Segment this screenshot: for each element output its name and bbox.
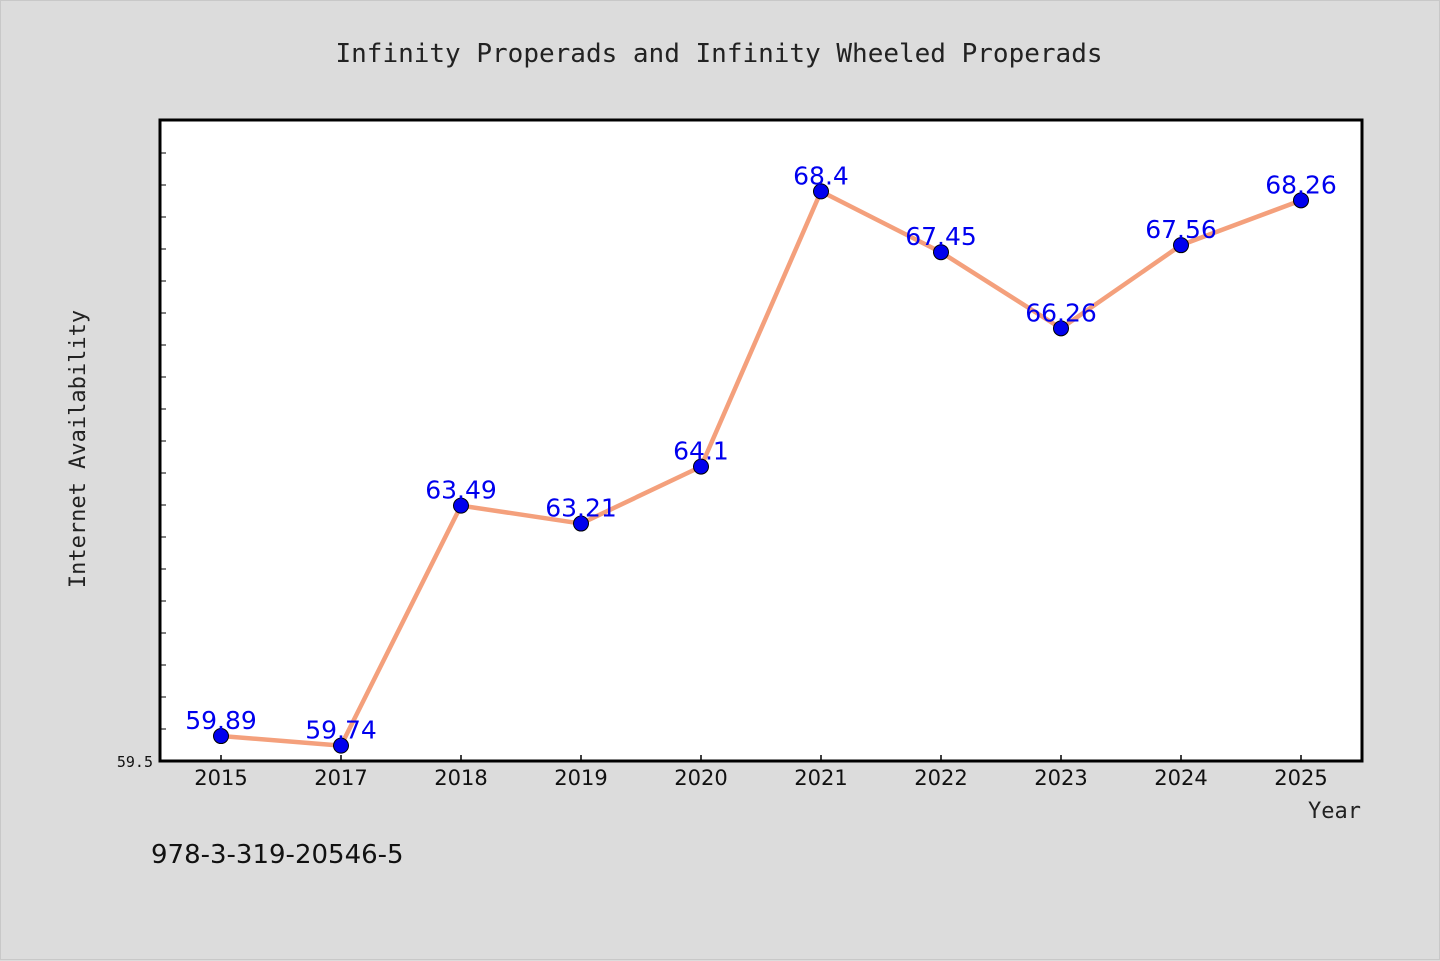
data-label: 67.45 xyxy=(905,222,977,251)
data-point xyxy=(213,728,229,745)
chart-title: Infinity Properads and Infinity Wheeled … xyxy=(335,39,1102,69)
x-axis-ticks: 2015 2017 2018 2019 2020 2021 2022 2023 2024 2025 xyxy=(194,755,1328,790)
x-axis-label: Year xyxy=(1308,799,1361,824)
x-tick-label: 2024 xyxy=(1154,766,1207,790)
x-tick-label: 2019 xyxy=(554,766,607,790)
y-axis-ticks: 59.5 xyxy=(117,120,166,771)
data-point xyxy=(933,244,949,261)
data-label: 67.56 xyxy=(1145,215,1217,244)
series-group: 59.89 59.74 63.49 63.21 64.1 68.4 67.45 66.26 67… xyxy=(185,161,1337,754)
plot-area xyxy=(158,118,1364,763)
y-tick-label: 59.5 xyxy=(117,753,153,771)
data-label: 66.26 xyxy=(1025,298,1097,327)
x-tick-label: 2017 xyxy=(314,766,367,790)
y-axis-label: Internet Availability xyxy=(66,310,91,588)
data-label: 68.26 xyxy=(1265,170,1337,199)
data-label: 63.21 xyxy=(545,494,617,523)
x-tick-label: 2025 xyxy=(1274,766,1327,790)
x-tick-label: 2022 xyxy=(914,766,967,790)
data-label: 59.74 xyxy=(305,716,377,745)
x-tick-label: 2015 xyxy=(194,766,247,790)
data-point xyxy=(1173,237,1189,254)
x-tick-label: 2018 xyxy=(434,766,487,790)
data-point xyxy=(1053,320,1069,337)
x-tick-label: 2023 xyxy=(1034,766,1087,790)
data-point xyxy=(1293,192,1309,209)
series-line xyxy=(220,189,1302,748)
data-label: 59.89 xyxy=(185,706,257,735)
data-label: 63.49 xyxy=(425,476,497,505)
isbn-footer: 978-3-319-20546-5 xyxy=(151,840,404,870)
data-point xyxy=(813,183,829,200)
data-point xyxy=(333,737,349,754)
data-label: 68.4 xyxy=(793,161,849,190)
x-tick-label: 2021 xyxy=(794,766,847,790)
x-tick-label: 2020 xyxy=(674,766,727,790)
data-point xyxy=(573,515,589,532)
data-point xyxy=(453,497,469,514)
data-point xyxy=(693,458,709,475)
data-label: 64.1 xyxy=(673,437,729,466)
